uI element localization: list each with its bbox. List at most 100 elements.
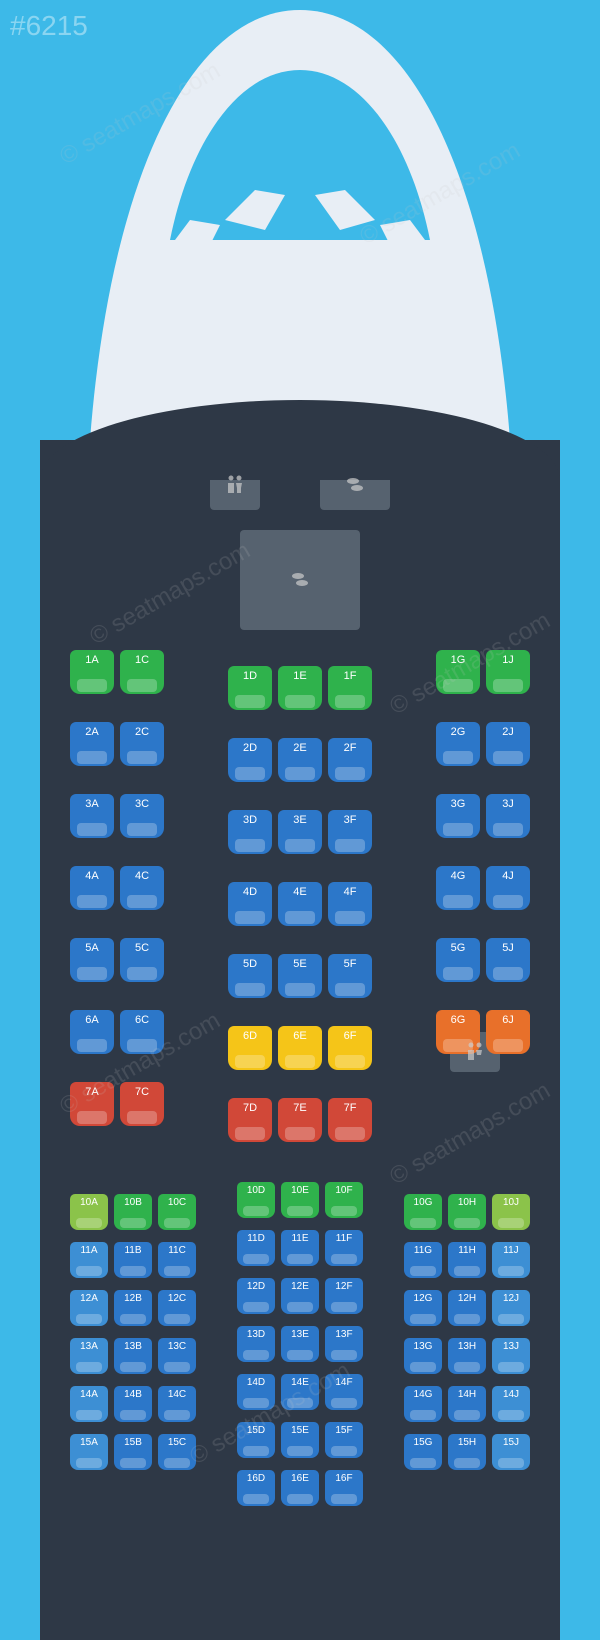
seat-15J[interactable]: 15J: [492, 1434, 530, 1470]
seat-14H[interactable]: 14H: [448, 1386, 486, 1422]
seat-16F[interactable]: 16F: [325, 1470, 363, 1506]
seat-10H[interactable]: 10H: [448, 1194, 486, 1230]
seat-11E[interactable]: 11E: [281, 1230, 319, 1266]
seat-1E[interactable]: 1E: [278, 666, 322, 710]
seat-2A[interactable]: 2A: [70, 722, 114, 766]
seat-13E[interactable]: 13E: [281, 1326, 319, 1362]
seat-1C[interactable]: 1C: [120, 650, 164, 694]
seat-10A[interactable]: 10A: [70, 1194, 108, 1230]
seat-2F[interactable]: 2F: [328, 738, 372, 782]
seat-12A[interactable]: 12A: [70, 1290, 108, 1326]
seat-5C[interactable]: 5C: [120, 938, 164, 982]
seat-10E[interactable]: 10E: [281, 1182, 319, 1218]
seat-15A[interactable]: 15A: [70, 1434, 108, 1470]
seat-5D[interactable]: 5D: [228, 954, 272, 998]
seat-10B[interactable]: 10B: [114, 1194, 152, 1230]
seat-11B[interactable]: 11B: [114, 1242, 152, 1278]
seat-13B[interactable]: 13B: [114, 1338, 152, 1374]
seat-12E[interactable]: 12E: [281, 1278, 319, 1314]
seat-13A[interactable]: 13A: [70, 1338, 108, 1374]
seat-2C[interactable]: 2C: [120, 722, 164, 766]
seat-11C[interactable]: 11C: [158, 1242, 196, 1278]
seat-12F[interactable]: 12F: [325, 1278, 363, 1314]
seat-4G[interactable]: 4G: [436, 866, 480, 910]
seat-12G[interactable]: 12G: [404, 1290, 442, 1326]
seat-4J[interactable]: 4J: [486, 866, 530, 910]
seat-12H[interactable]: 12H: [448, 1290, 486, 1326]
seat-1A[interactable]: 1A: [70, 650, 114, 694]
seat-14E[interactable]: 14E: [281, 1374, 319, 1410]
seat-4A[interactable]: 4A: [70, 866, 114, 910]
seat-3F[interactable]: 3F: [328, 810, 372, 854]
seat-6D[interactable]: 6D: [228, 1026, 272, 1070]
seat-11H[interactable]: 11H: [448, 1242, 486, 1278]
seat-16D[interactable]: 16D: [237, 1470, 275, 1506]
seat-3C[interactable]: 3C: [120, 794, 164, 838]
seat-15E[interactable]: 15E: [281, 1422, 319, 1458]
seat-13G[interactable]: 13G: [404, 1338, 442, 1374]
seat-4D[interactable]: 4D: [228, 882, 272, 926]
seat-5E[interactable]: 5E: [278, 954, 322, 998]
seat-7A[interactable]: 7A: [70, 1082, 114, 1126]
seat-10F[interactable]: 10F: [325, 1182, 363, 1218]
seat-6J[interactable]: 6J: [486, 1010, 530, 1054]
seat-5A[interactable]: 5A: [70, 938, 114, 982]
seat-5G[interactable]: 5G: [436, 938, 480, 982]
seat-2G[interactable]: 2G: [436, 722, 480, 766]
seat-2E[interactable]: 2E: [278, 738, 322, 782]
seat-15H[interactable]: 15H: [448, 1434, 486, 1470]
seat-11A[interactable]: 11A: [70, 1242, 108, 1278]
seat-11J[interactable]: 11J: [492, 1242, 530, 1278]
seat-11G[interactable]: 11G: [404, 1242, 442, 1278]
seat-5F[interactable]: 5F: [328, 954, 372, 998]
seat-3J[interactable]: 3J: [486, 794, 530, 838]
seat-2D[interactable]: 2D: [228, 738, 272, 782]
seat-13D[interactable]: 13D: [237, 1326, 275, 1362]
seat-13J[interactable]: 13J: [492, 1338, 530, 1374]
seat-5J[interactable]: 5J: [486, 938, 530, 982]
seat-15G[interactable]: 15G: [404, 1434, 442, 1470]
seat-15F[interactable]: 15F: [325, 1422, 363, 1458]
seat-2J[interactable]: 2J: [486, 722, 530, 766]
seat-14G[interactable]: 14G: [404, 1386, 442, 1422]
seat-12C[interactable]: 12C: [158, 1290, 196, 1326]
seat-13F[interactable]: 13F: [325, 1326, 363, 1362]
seat-3D[interactable]: 3D: [228, 810, 272, 854]
seat-13H[interactable]: 13H: [448, 1338, 486, 1374]
seat-7F[interactable]: 7F: [328, 1098, 372, 1142]
seat-14J[interactable]: 14J: [492, 1386, 530, 1422]
seat-14B[interactable]: 14B: [114, 1386, 152, 1422]
seat-14A[interactable]: 14A: [70, 1386, 108, 1422]
seat-15D[interactable]: 15D: [237, 1422, 275, 1458]
seat-1J[interactable]: 1J: [486, 650, 530, 694]
seat-16E[interactable]: 16E: [281, 1470, 319, 1506]
seat-11D[interactable]: 11D: [237, 1230, 275, 1266]
seat-10D[interactable]: 10D: [237, 1182, 275, 1218]
seat-1F[interactable]: 1F: [328, 666, 372, 710]
seat-12D[interactable]: 12D: [237, 1278, 275, 1314]
seat-4F[interactable]: 4F: [328, 882, 372, 926]
seat-10J[interactable]: 10J: [492, 1194, 530, 1230]
seat-14F[interactable]: 14F: [325, 1374, 363, 1410]
seat-3E[interactable]: 3E: [278, 810, 322, 854]
seat-1G[interactable]: 1G: [436, 650, 480, 694]
seat-10C[interactable]: 10C: [158, 1194, 196, 1230]
seat-11F[interactable]: 11F: [325, 1230, 363, 1266]
seat-1D[interactable]: 1D: [228, 666, 272, 710]
seat-6F[interactable]: 6F: [328, 1026, 372, 1070]
seat-14C[interactable]: 14C: [158, 1386, 196, 1422]
seat-4C[interactable]: 4C: [120, 866, 164, 910]
seat-10G[interactable]: 10G: [404, 1194, 442, 1230]
seat-14D[interactable]: 14D: [237, 1374, 275, 1410]
seat-12B[interactable]: 12B: [114, 1290, 152, 1326]
seat-7C[interactable]: 7C: [120, 1082, 164, 1126]
seat-13C[interactable]: 13C: [158, 1338, 196, 1374]
seat-12J[interactable]: 12J: [492, 1290, 530, 1326]
seat-15B[interactable]: 15B: [114, 1434, 152, 1470]
seat-6E[interactable]: 6E: [278, 1026, 322, 1070]
seat-7E[interactable]: 7E: [278, 1098, 322, 1142]
seat-7D[interactable]: 7D: [228, 1098, 272, 1142]
seat-4E[interactable]: 4E: [278, 882, 322, 926]
seat-6A[interactable]: 6A: [70, 1010, 114, 1054]
seat-3A[interactable]: 3A: [70, 794, 114, 838]
